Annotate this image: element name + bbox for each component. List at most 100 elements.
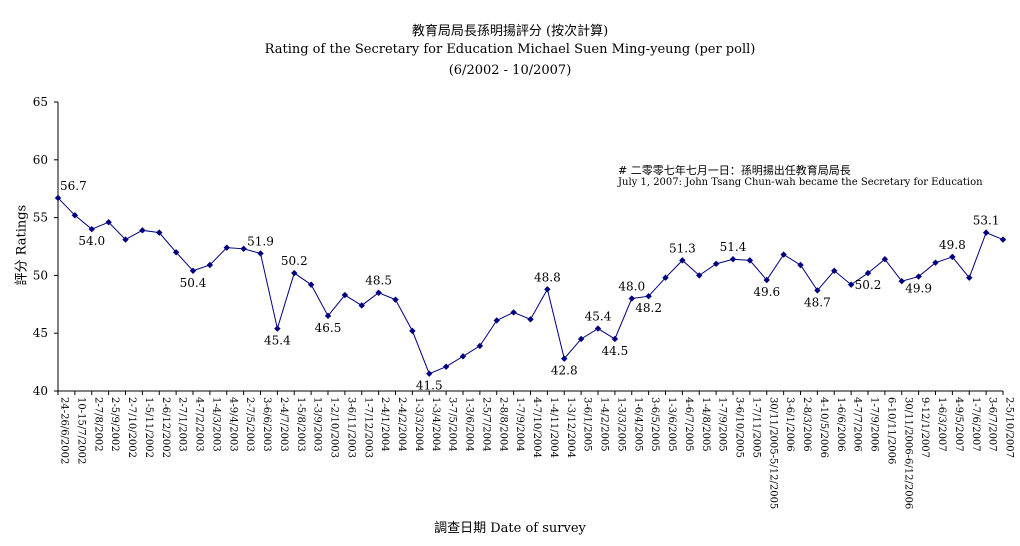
x-tick-label: 1-7/9/2005 <box>717 397 728 452</box>
x-tick-label: 3-6/1/2006 <box>784 397 795 452</box>
x-tick-label: 1-7/11/2005 <box>750 397 761 458</box>
data-point <box>966 274 973 281</box>
annotation-note-english: July 1, 2007: John Tsang Chun-wah became… <box>618 177 983 188</box>
data-point <box>797 261 804 269</box>
x-tick-label: 4-7/10/2004 <box>531 397 542 458</box>
data-point <box>274 325 281 332</box>
x-tick-label: 3-6/7/2007 <box>987 397 998 452</box>
x-tick-label: 1-7/9/2006 <box>869 397 880 452</box>
data-label: 48.7 <box>804 295 831 309</box>
x-tick-label: 1-6/3/2007 <box>936 397 947 452</box>
x-axis-label: 調查日期 Date of survey <box>434 521 586 536</box>
x-tick-label: 2-5/10/2007 <box>1004 397 1015 458</box>
data-point <box>982 229 990 236</box>
data-point <box>71 212 79 219</box>
data-point <box>291 269 298 277</box>
x-tick-label: 2-7/1/2003 <box>177 397 188 452</box>
y-tick-label: 65 <box>33 95 48 109</box>
x-tick-label: 4-6/7/2005 <box>683 397 694 452</box>
data-label: 45.4 <box>264 334 291 348</box>
data-label: 46.5 <box>315 321 342 335</box>
y-tick-label: 60 <box>33 153 48 167</box>
data-point <box>881 256 889 263</box>
data-point <box>139 227 146 234</box>
data-point <box>594 325 602 332</box>
data-point <box>54 194 62 202</box>
chart-period: (6/2002 - 10/2007) <box>448 63 572 78</box>
data-point <box>628 295 635 302</box>
data-point <box>577 335 585 343</box>
x-tick-label: 1-3/3/2004 <box>413 397 424 452</box>
data-point <box>375 289 382 296</box>
x-tick-label: 4-9/4/2003 <box>227 397 238 452</box>
data-point <box>831 267 838 274</box>
data-label: 42.8 <box>551 364 578 378</box>
data-point <box>409 327 416 335</box>
data-point <box>763 276 770 284</box>
data-point <box>611 335 619 343</box>
x-tick-label: 1-5/8/2003 <box>295 397 306 452</box>
x-tick-label: 1-3/6/2005 <box>666 397 677 452</box>
data-point <box>341 291 349 299</box>
chart-title-english: Rating of the Secretary for Education Mi… <box>264 42 756 57</box>
data-point <box>307 281 315 288</box>
data-point <box>898 277 905 285</box>
data-point <box>814 287 821 294</box>
x-tick-label: 24-26/6/2002 <box>59 397 70 464</box>
x-tick-label: 1-4/11/2004 <box>548 397 559 458</box>
data-point <box>257 250 264 257</box>
x-tick-label: 2-6/12/2002 <box>160 397 171 458</box>
x-tick-label: 1-2/10/2003 <box>329 397 340 458</box>
x-tick-label: 2-5/9/2002 <box>109 397 120 452</box>
data-point <box>662 274 669 281</box>
x-tick-label: 3-6/5/2005 <box>649 397 660 452</box>
data-point <box>88 225 95 233</box>
data-point <box>679 257 686 264</box>
x-tick-label: 1-3/4/2004 <box>430 397 441 452</box>
x-tick-label: 1-6/6/2006 <box>835 397 846 452</box>
x-tick-label: 4-10/5/2006 <box>818 397 829 458</box>
x-tick-label: 1-7/6/2007 <box>970 397 981 452</box>
data-label: 41.5 <box>416 379 443 393</box>
annotation-note-chinese: # 二零零七年七月一日：孫明揚出任教育局局長 <box>618 164 851 177</box>
data-point <box>105 219 112 226</box>
x-tick-label: 3-6/1/2005 <box>582 397 593 452</box>
data-label: 53.1 <box>973 214 1000 228</box>
data-point <box>712 260 720 268</box>
data-point <box>864 269 872 277</box>
x-tick-label: 4-9/5/2007 <box>953 397 964 452</box>
x-tick-label: 1-3/12/2004 <box>565 397 576 458</box>
data-point <box>847 281 855 288</box>
y-tick-label: 45 <box>33 326 48 340</box>
data-point <box>544 286 551 293</box>
data-point <box>172 249 180 256</box>
x-tick-label: 6-10/11/2006 <box>885 397 896 464</box>
data-point <box>949 253 956 261</box>
data-label: 48.2 <box>635 301 662 315</box>
data-point <box>122 236 129 243</box>
data-point <box>527 316 534 323</box>
data-point <box>358 302 365 309</box>
x-tick-label: 10-15/7/2002 <box>75 397 86 464</box>
data-point <box>510 309 517 316</box>
x-tick-label: 1-4/2/2005 <box>599 397 610 452</box>
x-tick-label: 30/11/2005-5/12/2005 <box>767 397 778 509</box>
x-tick-label: 2-7/10/2002 <box>126 397 137 458</box>
x-tick-label: 2-4/1/2004 <box>379 397 390 452</box>
data-point <box>206 261 214 269</box>
data-label: 50.2 <box>281 254 308 268</box>
x-tick-label: 2-5/7/2004 <box>480 397 491 452</box>
data-label: 49.8 <box>939 238 966 252</box>
x-tick-label: 1-7/12/2003 <box>362 397 373 458</box>
data-point <box>459 353 467 360</box>
data-point <box>561 355 568 362</box>
chart-title-chinese: 教育局局長孫明揚評分 (按次計算) <box>411 24 609 39</box>
x-tick-label: 2-8/3/2006 <box>801 397 812 452</box>
data-point <box>746 257 754 264</box>
y-tick-label: 50 <box>33 268 48 282</box>
x-tick-label: 30/11/2006-6/12/2006 <box>902 397 913 509</box>
data-label: 45.4 <box>585 310 612 324</box>
y-tick-label: 40 <box>33 384 48 398</box>
data-label: 48.8 <box>534 270 561 284</box>
data-point <box>932 259 939 266</box>
